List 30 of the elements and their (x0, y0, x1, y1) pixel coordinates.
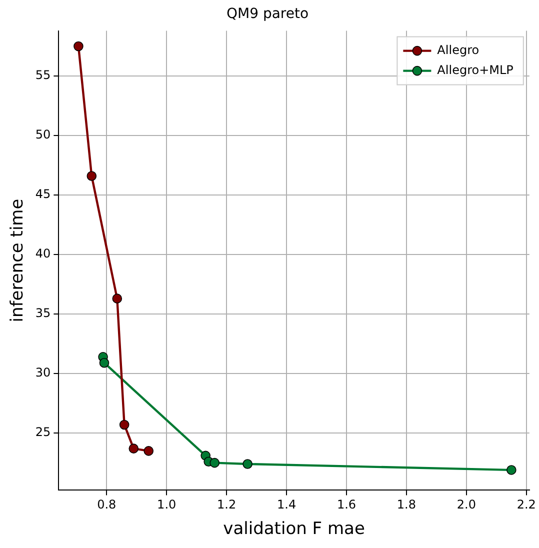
legend-label: Allegro+MLP (437, 62, 514, 77)
point (210, 458, 220, 468)
x-tick-label: 0.8 (97, 498, 116, 512)
x-axis-title: validation F mae (223, 519, 365, 540)
point (144, 446, 154, 456)
point (119, 420, 130, 430)
x-tick-label: 1.4 (276, 498, 296, 512)
point (86, 171, 97, 181)
point (506, 465, 516, 475)
point (99, 358, 110, 368)
x-tick-label: 2.0 (456, 498, 476, 512)
y-tick-label: 30 (35, 366, 51, 380)
x-tick-label: 1.6 (336, 498, 356, 512)
y-tick-label: 55 (35, 68, 51, 82)
y-tick-label: 45 (35, 187, 51, 202)
y-tick-label: 35 (35, 306, 51, 320)
point (128, 444, 139, 454)
y-tick-label: 40 (35, 246, 51, 261)
point (112, 294, 122, 304)
legend-label: Allegro (437, 42, 480, 57)
y-tick-label: 50 (35, 128, 51, 142)
point (242, 459, 252, 469)
point (74, 41, 84, 52)
y-axis-title: inference time (8, 198, 28, 322)
y-tick-label: 25 (35, 425, 51, 440)
x-tick-label: 1.8 (396, 498, 416, 512)
x-tick-label: 2.2 (516, 498, 536, 512)
x-tick-label: 1.0 (157, 498, 176, 512)
x-tick-label: 1.2 (217, 498, 236, 512)
chart-title: QM9 pareto (226, 6, 309, 22)
